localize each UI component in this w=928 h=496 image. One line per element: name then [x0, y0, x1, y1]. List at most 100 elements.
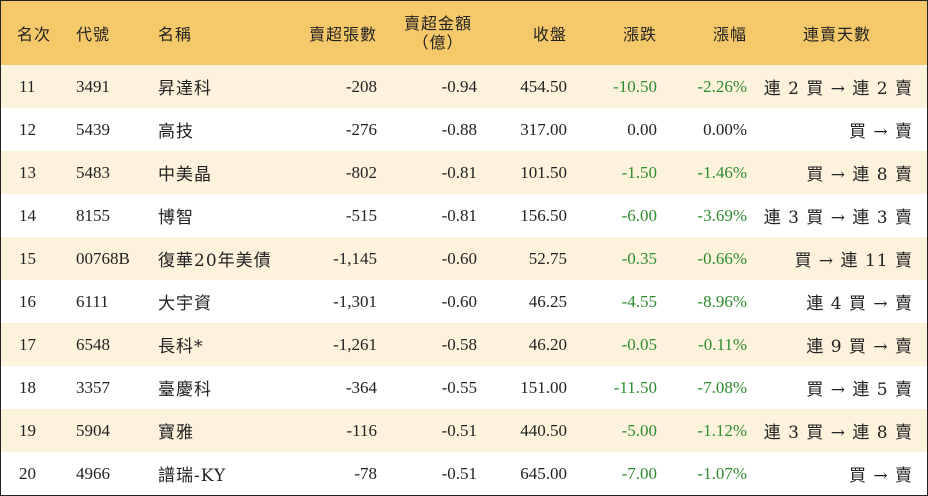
rank-cell: 19 [19, 420, 36, 440]
change-pct-cell: -7.08% [697, 377, 747, 397]
sell-lots-cell: -1,145 [333, 248, 377, 268]
name-cell: 昇達科 [158, 79, 212, 99]
code-cell: 3491 [76, 76, 110, 96]
name-cell: 大宇資 [158, 294, 212, 314]
rank-cell: 11 [19, 76, 36, 96]
close-price-cell: 645.00 [520, 463, 567, 483]
change-pct-cell: -1.12% [697, 420, 747, 440]
close-price-cell: 52.75 [528, 248, 567, 268]
streak-cell: 連 3 買 → 連 3 賣 [763, 208, 913, 228]
sell-amount-cell: -0.60 [441, 248, 477, 268]
close-price-cell: 151.00 [520, 377, 567, 397]
header-change: 漲跌 [622, 25, 657, 44]
change-pct-cell: -1.46% [697, 162, 747, 182]
change-pct-cell: -8.96% [697, 291, 747, 311]
table-row: 12 5439 高技 -276 -0.88 317.00 0.00 0.00% 買 → 賣 [1, 108, 927, 151]
header-sell-amount-line2: （億） [412, 33, 464, 52]
table-row: 17 6548 長科* -1,261 -0.58 46.20 -0.05 -0.11% 連 9 … [1, 323, 927, 366]
code-cell: 3357 [76, 377, 110, 397]
change-cell: -6.00 [621, 205, 657, 225]
header-sell-amount: 賣超金額 （億） [393, 1, 483, 65]
rank-cell: 13 [19, 162, 36, 182]
streak-cell: 連 3 買 → 連 8 賣 [763, 423, 913, 443]
name-cell: 寶雅 [158, 423, 194, 443]
code-cell: 4966 [76, 463, 110, 483]
table-row: 13 5483 中美晶 -802 -0.81 101.50 -1.50 -1.46% 買 → 連… [1, 151, 927, 194]
code-cell: 5439 [76, 119, 110, 139]
rank-cell: 16 [19, 291, 36, 311]
code-cell: 5483 [76, 162, 110, 182]
header-rank: 名次 [17, 25, 52, 44]
name-cell: 臺慶科 [158, 380, 212, 400]
rank-cell: 20 [19, 463, 36, 483]
streak-cell: 連 9 買 → 賣 [806, 337, 913, 357]
close-price-cell: 317.00 [520, 119, 567, 139]
sell-amount-cell: -0.51 [441, 420, 477, 440]
change-pct-cell: -3.69% [697, 205, 747, 225]
change-cell: -7.00 [621, 463, 657, 483]
close-price-cell: 156.50 [520, 205, 567, 225]
change-pct-cell: -2.26% [697, 76, 747, 96]
header-sell-amount-line1: 賣超金額 [403, 14, 472, 33]
streak-cell: 買 → 賣 [848, 122, 913, 142]
streak-cell: 買 → 連 8 賣 [806, 165, 913, 185]
change-cell: -1.50 [621, 162, 657, 182]
rank-cell: 14 [19, 205, 36, 225]
header-change-pct: 漲幅 [712, 25, 747, 44]
streak-cell: 買 → 連 5 賣 [806, 380, 913, 400]
sell-amount-cell: -0.60 [441, 291, 477, 311]
table-row: 19 5904 寶雅 -116 -0.51 440.50 -5.00 -1.12% 連 3 買 … [1, 409, 927, 452]
name-cell: 博智 [158, 208, 194, 228]
close-price-cell: 440.50 [520, 420, 567, 440]
close-price-cell: 46.20 [528, 334, 567, 354]
rank-cell: 15 [19, 248, 36, 268]
change-cell: -4.55 [621, 291, 657, 311]
rank-cell: 17 [19, 334, 36, 354]
sell-lots-cell: -802 [345, 162, 377, 182]
sell-lots-cell: -1,301 [333, 291, 377, 311]
table-row: 14 8155 博智 -515 -0.81 156.50 -6.00 -3.69% 連 3 買 … [1, 194, 927, 237]
table-row: 16 6111 大宇資 -1,301 -0.60 46.25 -4.55 -8.96% 連 4 … [1, 280, 927, 323]
sell-amount-cell: -0.51 [441, 463, 477, 483]
change-pct-cell: -0.11% [698, 334, 747, 354]
table-row: 11 3491 昇達科 -208 -0.94 454.50 -10.50 -2.26% 連 2 … [1, 65, 927, 108]
header-streak: 連賣天數 [802, 25, 871, 44]
table-header: 名次 代號 名稱 賣超張數 賣超金額 （億） 收盤 漲跌 漲幅 連賣天數 [1, 1, 927, 65]
code-cell: 00768B [76, 248, 130, 268]
header-close: 收盤 [532, 25, 567, 44]
streak-cell: 連 4 買 → 賣 [806, 294, 913, 314]
header-code: 代號 [76, 25, 111, 44]
streak-cell: 買 → 賣 [848, 466, 913, 486]
name-cell: 復華20年美債 [158, 251, 272, 271]
code-cell: 8155 [76, 205, 110, 225]
header-name: 名稱 [158, 25, 193, 44]
sell-lots-cell: -1,261 [333, 334, 377, 354]
sell-lots-cell: -364 [345, 377, 377, 397]
name-cell: 中美晶 [158, 165, 212, 185]
code-cell: 5904 [76, 420, 110, 440]
change-cell: -0.05 [621, 334, 657, 354]
streak-cell: 買 → 連 11 賣 [794, 251, 913, 271]
change-cell: 0.00 [627, 119, 657, 139]
sell-lots-cell: -78 [354, 463, 377, 483]
change-cell: -11.50 [613, 377, 657, 397]
sell-amount-cell: -0.81 [441, 162, 477, 182]
streak-cell: 連 2 買 → 連 2 賣 [763, 79, 913, 99]
table-row: 20 4966 譜瑞-KY -78 -0.51 645.00 -7.00 -1.07% 買 → … [1, 452, 927, 495]
sell-lots-cell: -208 [345, 76, 377, 96]
table-row: 15 00768B 復華20年美債 -1,145 -0.60 52.75 -0.35 -0.6… [1, 237, 927, 280]
code-cell: 6548 [76, 334, 110, 354]
sell-lots-cell: -515 [345, 205, 377, 225]
change-pct-cell: -0.66% [697, 248, 747, 268]
table-row: 18 3357 臺慶科 -364 -0.55 151.00 -11.50 -7.08% 買 → … [1, 366, 927, 409]
sell-amount-cell: -0.88 [441, 119, 477, 139]
change-cell: -0.35 [621, 248, 657, 268]
name-cell: 高技 [158, 122, 194, 142]
sell-amount-cell: -0.94 [441, 76, 477, 96]
change-pct-cell: -1.07% [697, 463, 747, 483]
sell-lots-cell: -276 [345, 119, 377, 139]
sell-amount-cell: -0.58 [441, 334, 477, 354]
change-cell: -5.00 [621, 420, 657, 440]
rank-cell: 12 [19, 119, 36, 139]
